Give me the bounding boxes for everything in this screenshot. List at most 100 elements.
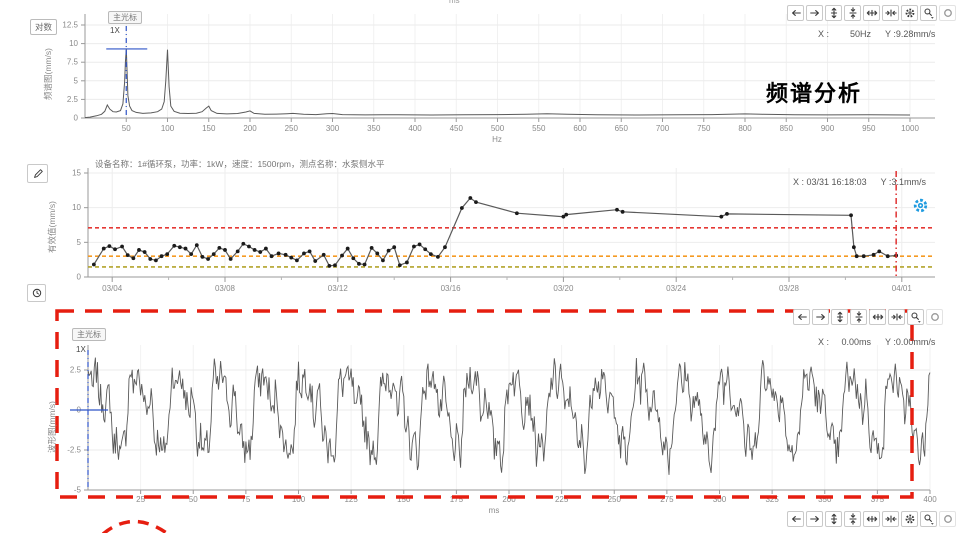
waveform-readout: X : 0.00ms Y :0.00mm/s (818, 337, 935, 347)
svg-text:0: 0 (77, 273, 82, 282)
trend-settings-button[interactable] (908, 193, 932, 217)
svg-text:2.5: 2.5 (70, 366, 82, 375)
zoom-x-in-button[interactable] (863, 5, 880, 21)
svg-text:100: 100 (292, 495, 306, 504)
svg-text:225: 225 (555, 495, 569, 504)
svg-text:200: 200 (502, 495, 516, 504)
circle-button[interactable] (939, 511, 956, 527)
zoom-x-out-button[interactable] (882, 511, 899, 527)
svg-text:275: 275 (660, 495, 674, 504)
svg-text:03/24: 03/24 (666, 284, 687, 293)
zoom-y-out-button[interactable] (844, 511, 861, 527)
cursor-harmonic-tag: 1X (76, 345, 86, 354)
bottom-toolbar (787, 511, 956, 527)
primary-cursor-chip[interactable]: 主光标 (72, 328, 106, 341)
svg-text:03/08: 03/08 (215, 284, 236, 293)
arrow-right-button[interactable] (806, 5, 823, 21)
circle-button[interactable] (939, 5, 956, 21)
svg-text:175: 175 (450, 495, 464, 504)
svg-text:800: 800 (738, 124, 752, 133)
svg-text:75: 75 (241, 495, 250, 504)
zoom-x-out-button[interactable] (888, 309, 905, 325)
readout-x-label: X : (793, 177, 805, 187)
svg-text:03/28: 03/28 (779, 284, 800, 293)
svg-text:450: 450 (450, 124, 464, 133)
readout-y-value: 0.00mm/s (895, 337, 936, 347)
zoom-x-out-icon (884, 7, 897, 19)
svg-text:250: 250 (608, 495, 622, 504)
arrow-left-icon (796, 311, 808, 323)
zoom-x-in-button[interactable] (863, 511, 880, 527)
zoom-y-out-icon (847, 513, 859, 525)
zoom-x-in-button[interactable] (869, 309, 886, 325)
svg-text:5: 5 (74, 76, 79, 85)
history-button[interactable] (27, 284, 46, 302)
pencil-icon (32, 168, 44, 180)
svg-text:7.5: 7.5 (67, 58, 79, 67)
arrow-left-button[interactable] (793, 309, 810, 325)
zoom-y-in-button[interactable] (825, 5, 842, 21)
svg-text:400: 400 (408, 124, 422, 133)
cursor-harmonic-tag: 1X (110, 26, 120, 35)
svg-text:150: 150 (397, 495, 411, 504)
arrow-right-icon (815, 311, 827, 323)
svg-text:03/04: 03/04 (102, 284, 123, 293)
spectrum-chart[interactable]: 50 100 150 200 250 300 350 400 450 500 550 600 650 70… (0, 0, 960, 153)
gear-button[interactable] (901, 5, 918, 21)
trend-readout: X : 03/31 16:18:03 Y :3.1mm/s (793, 177, 926, 187)
waveform-toolbar (793, 309, 943, 325)
svg-text:12.5: 12.5 (62, 21, 78, 30)
readout-y-value: 9.28mm/s (895, 29, 936, 39)
zoom-x-in-icon (866, 7, 878, 19)
svg-text:500: 500 (491, 124, 505, 133)
zoom-select-icon (910, 311, 922, 323)
waveform-chart[interactable]: 25 50 75 100 125 150 175 200 225 250 275 300 325 350 3… (0, 305, 960, 533)
svg-text:1000: 1000 (901, 124, 919, 133)
history-clock-icon (31, 287, 43, 299)
svg-text:200: 200 (243, 124, 257, 133)
zoom-y-in-button[interactable] (825, 511, 842, 527)
svg-text:-5: -5 (74, 486, 82, 495)
svg-text:850: 850 (780, 124, 794, 133)
edit-button[interactable] (27, 164, 48, 183)
svg-text:250: 250 (285, 124, 299, 133)
svg-text:300: 300 (713, 495, 727, 504)
svg-text:50: 50 (122, 124, 131, 133)
zoom-y-in-button[interactable] (831, 309, 848, 325)
svg-text:600: 600 (573, 124, 587, 133)
zoom-y-in-icon (828, 513, 840, 525)
svg-text:950: 950 (862, 124, 876, 133)
arrow-right-button[interactable] (812, 309, 829, 325)
arrow-right-button[interactable] (806, 511, 823, 527)
zoom-y-out-icon (853, 311, 865, 323)
trend-chart[interactable]: 03/04 03/08 03/12 03/16 03/20 03/24 03/28 04/01… (0, 155, 960, 305)
log-scale-button[interactable]: 对数 (30, 19, 58, 35)
arrow-left-button[interactable] (787, 5, 804, 21)
readout-x-value: 50Hz (850, 29, 872, 39)
zoom-y-out-button[interactable] (850, 309, 867, 325)
svg-text:325: 325 (765, 495, 779, 504)
zoom-y-out-button[interactable] (844, 5, 861, 21)
svg-text:550: 550 (532, 124, 546, 133)
zoom-y-out-icon (847, 7, 859, 19)
primary-cursor-chip[interactable]: 主光标 (108, 11, 142, 24)
svg-text:700: 700 (656, 124, 670, 133)
zoom-x-out-button[interactable] (882, 5, 899, 21)
circle-button[interactable] (926, 309, 943, 325)
svg-text:03/12: 03/12 (328, 284, 349, 293)
zoom-select-button[interactable] (920, 5, 937, 21)
zoom-x-in-icon (872, 311, 884, 323)
gear-button[interactable] (901, 511, 918, 527)
readout-y-label: Y : (885, 337, 896, 347)
svg-text:2.5: 2.5 (67, 95, 79, 104)
svg-text:ms: ms (489, 506, 500, 515)
arrow-left-button[interactable] (787, 511, 804, 527)
gear-icon (904, 513, 916, 525)
readout-y-label: Y : (885, 29, 896, 39)
svg-text:150: 150 (202, 124, 216, 133)
zoom-x-in-icon (866, 513, 878, 525)
svg-text:25: 25 (136, 495, 145, 504)
zoom-select-button[interactable] (907, 309, 924, 325)
spectrum-toolbar (787, 5, 956, 21)
zoom-select-button[interactable] (920, 511, 937, 527)
